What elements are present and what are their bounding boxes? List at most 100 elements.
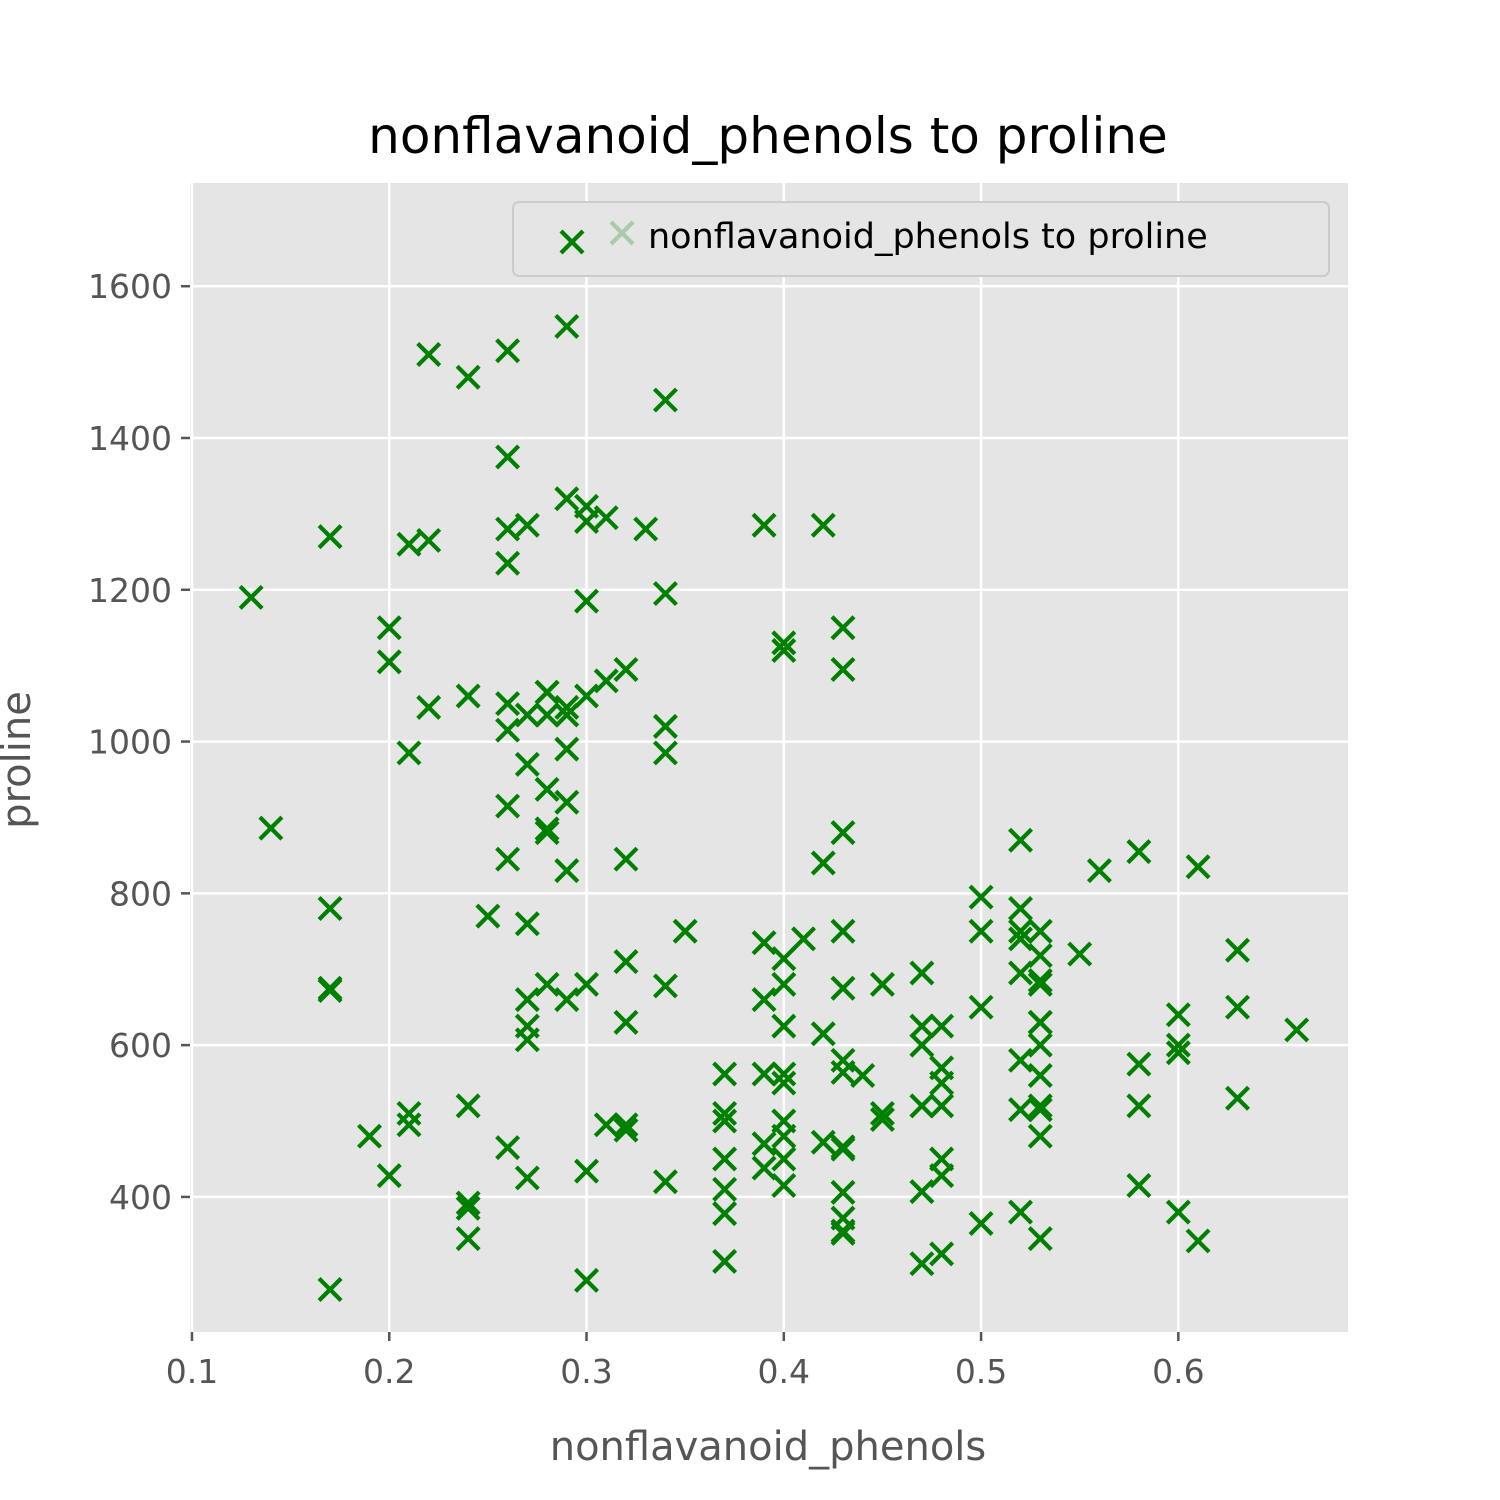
data-point [613, 949, 639, 975]
data-point [712, 1176, 738, 1202]
data-point [495, 516, 521, 542]
data-point [652, 387, 678, 413]
legend-marker [559, 229, 585, 255]
data-point [317, 1277, 343, 1302]
data-point [1027, 1093, 1053, 1119]
data-point [1027, 1032, 1053, 1058]
data-point [1027, 1063, 1053, 1088]
data-point [1008, 827, 1034, 853]
data-point [1008, 1199, 1034, 1225]
data-point [1126, 1051, 1152, 1077]
x-axis-label: nonflavanoid_phenols [550, 1424, 987, 1470]
data-point [1185, 854, 1211, 880]
data-point [534, 776, 560, 802]
chart-title: nonflavanoid_phenols to proline [368, 107, 1168, 165]
data-point [574, 493, 600, 519]
y-tick-label: 1600 [88, 267, 172, 306]
data-point [929, 1093, 955, 1119]
data-point [1086, 858, 1112, 884]
data-point [495, 717, 521, 743]
data-point [1008, 1097, 1034, 1123]
data-point [771, 1123, 797, 1149]
data-point [1165, 1199, 1191, 1225]
data-point [416, 527, 442, 553]
data-point [751, 930, 777, 956]
data-point [929, 1055, 955, 1081]
data-point [1225, 1085, 1251, 1111]
data-point [317, 896, 343, 922]
data-point [652, 973, 678, 999]
data-point [771, 638, 797, 663]
data-points [238, 213, 1310, 1302]
data-point [475, 903, 501, 929]
legend-marker-faded [609, 220, 635, 246]
data-point [554, 987, 580, 1013]
plot-area [190, 183, 1348, 1332]
data-point [574, 588, 600, 614]
y-tick-label: 1400 [88, 419, 172, 458]
data-point [455, 1093, 481, 1119]
data-point [1225, 994, 1251, 1020]
data-point [1126, 1093, 1152, 1119]
data-point [514, 1165, 540, 1191]
data-point [751, 1131, 777, 1157]
data-point [376, 615, 402, 641]
data-point [830, 1047, 856, 1073]
data-point [1008, 896, 1034, 922]
data-point [1027, 971, 1053, 997]
data-point [416, 342, 442, 368]
data-point [1008, 1047, 1034, 1073]
data-point [317, 975, 343, 1001]
data-point [810, 850, 836, 876]
data-point [455, 364, 481, 390]
data-point [869, 1100, 895, 1126]
x-tick-label: 0.2 [363, 1352, 415, 1391]
data-point [968, 994, 994, 1020]
data-point [909, 960, 935, 986]
data-point [968, 884, 994, 910]
data-point [1027, 1123, 1053, 1149]
data-point [968, 1210, 994, 1236]
y-tick-label: 1200 [88, 571, 172, 610]
data-point [514, 702, 540, 728]
data-point [1008, 926, 1034, 952]
data-point [712, 1248, 738, 1274]
data-point [376, 1163, 402, 1189]
data-point [869, 1107, 895, 1132]
data-point [652, 713, 678, 739]
data-point [909, 1032, 935, 1058]
data-point [455, 1190, 481, 1216]
data-point [771, 1146, 797, 1172]
data-point [909, 1093, 935, 1119]
data-point [554, 789, 580, 815]
data-point [909, 1179, 935, 1205]
y-tick-label: 600 [109, 1026, 172, 1065]
data-point [830, 1134, 856, 1160]
data-point [830, 820, 856, 846]
data-point [534, 820, 560, 846]
data-point [672, 918, 698, 944]
data-point [593, 668, 619, 694]
data-point [514, 751, 540, 777]
data-point [869, 971, 895, 997]
data-point [554, 486, 580, 512]
data-point [712, 1061, 738, 1087]
y-axis-label: proline [0, 691, 40, 829]
data-point [1067, 941, 1093, 967]
data-point [514, 911, 540, 937]
data-point [810, 1021, 836, 1047]
data-point [613, 846, 639, 872]
x-tick-label: 0.1 [166, 1352, 218, 1391]
data-point [652, 1169, 678, 1195]
data-point [554, 858, 580, 884]
data-point [791, 926, 817, 952]
data-point [534, 679, 560, 705]
data-point [495, 793, 521, 819]
data-point [1027, 918, 1053, 944]
data-point [1165, 1002, 1191, 1028]
data-point [1225, 937, 1251, 963]
data-point [574, 1267, 600, 1293]
data-point [771, 1013, 797, 1039]
data-point [1008, 960, 1034, 986]
